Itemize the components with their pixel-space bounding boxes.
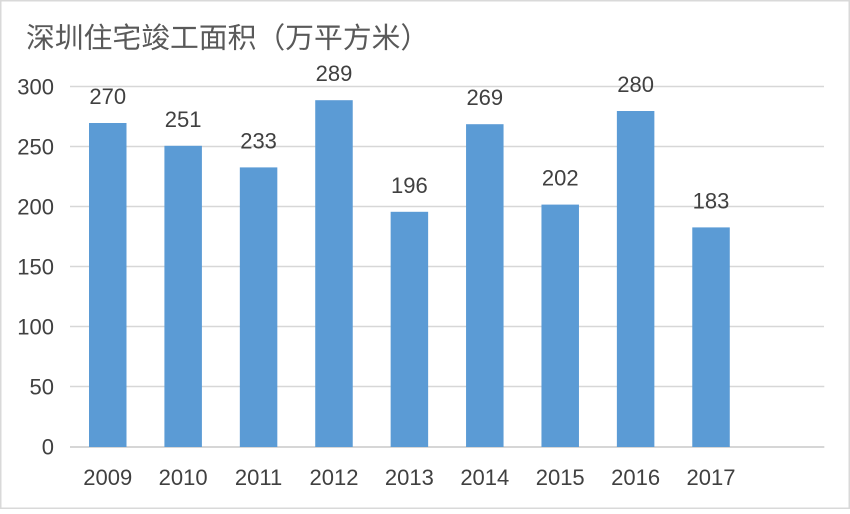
svg-text:269: 269 [466, 85, 503, 110]
svg-text:2017: 2017 [687, 465, 736, 490]
svg-text:150: 150 [17, 255, 54, 280]
svg-text:250: 250 [17, 135, 54, 160]
svg-text:2010: 2010 [159, 465, 208, 490]
svg-text:2009: 2009 [83, 465, 132, 490]
svg-text:2011: 2011 [235, 465, 282, 490]
svg-text:100: 100 [17, 315, 54, 340]
svg-text:2014: 2014 [460, 465, 509, 490]
svg-text:183: 183 [693, 188, 730, 213]
svg-text:289: 289 [316, 61, 353, 86]
svg-text:300: 300 [17, 75, 54, 100]
svg-text:2015: 2015 [536, 465, 585, 490]
svg-text:280: 280 [617, 72, 654, 97]
svg-text:2013: 2013 [385, 465, 434, 490]
svg-text:270: 270 [89, 84, 126, 109]
svg-text:50: 50 [30, 375, 54, 400]
svg-text:2012: 2012 [310, 465, 359, 490]
svg-text:0: 0 [42, 435, 54, 460]
svg-text:202: 202 [542, 166, 579, 191]
svg-text:200: 200 [17, 195, 54, 220]
svg-text:196: 196 [391, 173, 428, 198]
svg-text:251: 251 [165, 107, 202, 132]
svg-text:233: 233 [240, 128, 277, 153]
svg-text:2016: 2016 [611, 465, 660, 490]
